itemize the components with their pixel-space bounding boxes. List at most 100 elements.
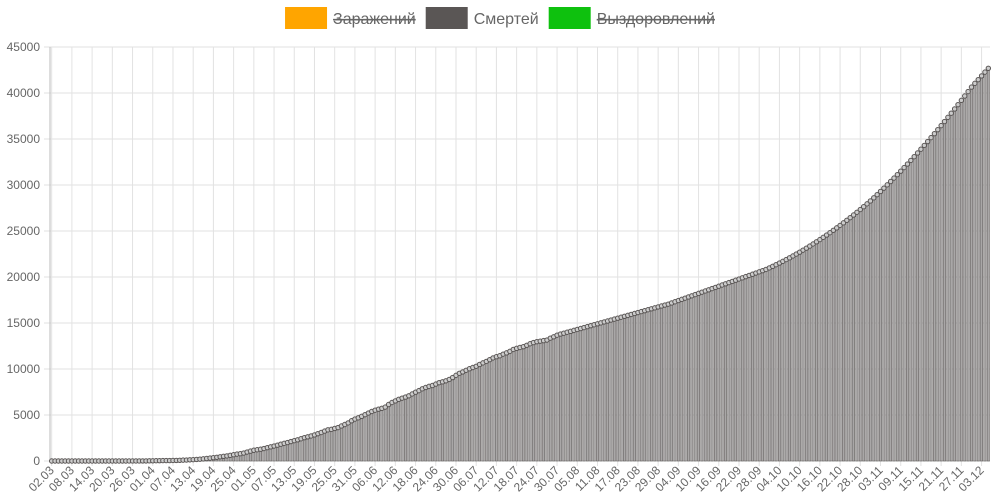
bar <box>585 326 589 462</box>
point-marker <box>948 110 954 116</box>
bar <box>882 187 886 462</box>
bar <box>390 402 394 462</box>
point-marker <box>911 154 917 160</box>
bar <box>730 281 734 462</box>
point-marker <box>972 80 978 87</box>
bar <box>511 349 515 462</box>
bar <box>815 241 818 462</box>
bar <box>441 381 444 462</box>
bar <box>734 279 738 462</box>
bar <box>747 275 751 462</box>
bar <box>636 312 640 462</box>
bar <box>340 425 343 462</box>
bar <box>801 249 805 462</box>
bar <box>437 382 441 462</box>
point-marker <box>924 138 931 145</box>
point-marker <box>975 76 981 83</box>
bar <box>710 288 714 462</box>
bar <box>680 299 684 462</box>
point-marker <box>867 198 874 204</box>
bar <box>902 167 906 462</box>
point-marker <box>860 204 867 210</box>
bar <box>899 170 903 462</box>
bar <box>572 330 576 462</box>
bar <box>845 220 849 462</box>
point-marker <box>931 130 938 137</box>
bar <box>838 225 842 462</box>
bar <box>616 317 620 462</box>
point-marker <box>382 404 388 410</box>
bar <box>767 267 771 462</box>
bar <box>852 214 855 462</box>
bar <box>629 314 633 462</box>
y-tick-label: 5000 <box>13 408 40 422</box>
y-tick-label: 30000 <box>7 178 41 192</box>
legend-swatch[interactable] <box>548 7 591 29</box>
legend-swatch[interactable] <box>285 7 328 29</box>
bar <box>356 417 360 462</box>
bar <box>377 408 380 462</box>
point-marker <box>871 195 877 201</box>
point-marker <box>938 122 944 129</box>
point-marker <box>955 101 961 108</box>
bar <box>602 321 606 462</box>
bar <box>575 329 579 462</box>
point-marker <box>850 212 857 218</box>
bar <box>646 309 650 462</box>
bar <box>926 141 930 462</box>
bar <box>286 442 289 462</box>
bar <box>892 177 896 462</box>
bar <box>555 334 559 462</box>
bar <box>461 371 465 462</box>
bar <box>919 148 923 462</box>
legend-label[interactable]: Смертей <box>474 11 539 28</box>
bar <box>420 388 424 462</box>
bar <box>606 320 610 462</box>
legend-label[interactable]: Выздоровлений <box>597 11 715 28</box>
bar <box>548 337 552 462</box>
bar <box>858 209 862 462</box>
bar <box>939 125 943 462</box>
bar <box>542 340 546 462</box>
point-marker <box>985 65 992 72</box>
bar <box>751 273 754 462</box>
bar <box>599 322 603 462</box>
bar <box>649 308 653 462</box>
point-marker <box>962 93 968 99</box>
bar <box>690 295 694 462</box>
point-marker <box>887 178 894 185</box>
bar <box>703 290 707 462</box>
bar <box>532 342 535 462</box>
point-marker <box>884 182 890 188</box>
bar <box>946 117 950 462</box>
bar <box>528 343 532 462</box>
bar <box>687 296 690 462</box>
point-marker <box>864 201 870 207</box>
bar <box>481 362 485 462</box>
bar <box>895 174 899 462</box>
bar <box>498 355 502 462</box>
bar <box>414 391 417 462</box>
bar <box>457 373 461 462</box>
bar <box>875 194 879 462</box>
bar <box>363 414 367 462</box>
point-marker <box>854 209 860 215</box>
y-tick-label: 20000 <box>7 270 41 284</box>
bar <box>761 270 765 462</box>
bar <box>559 333 562 462</box>
bar <box>471 367 475 462</box>
point-marker <box>881 185 887 191</box>
bar <box>973 83 977 462</box>
bar <box>798 251 802 462</box>
bar <box>525 345 529 462</box>
bar <box>653 307 657 462</box>
bar <box>430 385 434 462</box>
bar <box>319 432 323 462</box>
bar <box>643 310 647 462</box>
legend-label[interactable]: Заражений <box>333 11 416 28</box>
point-marker <box>840 220 847 226</box>
legend-swatch[interactable] <box>425 7 468 29</box>
bar <box>397 399 401 462</box>
bar <box>350 420 353 462</box>
